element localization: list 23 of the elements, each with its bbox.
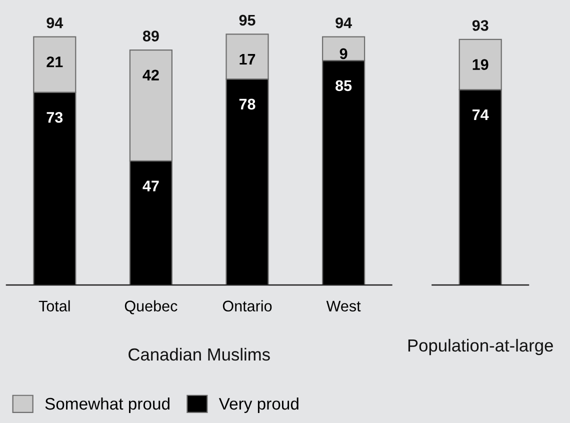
data-label: 73: [46, 112, 63, 123]
data-label: 47: [142, 180, 159, 192]
data-label: 42: [142, 70, 159, 80]
total-label: 93: [472, 20, 488, 31]
data-label: 74: [472, 109, 489, 120]
data-label: 21: [46, 56, 63, 68]
x-tick-label: Ontario: [222, 300, 272, 312]
x-axis-title: Population-at-large: [408, 338, 553, 356]
data-label: 17: [240, 54, 256, 65]
legend-label: Very proud: [218, 397, 298, 413]
x-tick-label: Quebec: [124, 300, 178, 314]
total-label: 89: [142, 30, 159, 42]
x-axis-title: Canadian Muslims: [128, 348, 270, 361]
legend-label: Somewhat proud: [45, 397, 170, 413]
x-tick-label: Total: [38, 300, 70, 312]
total-label: 94: [46, 17, 64, 28]
total-label: 95: [239, 14, 256, 26]
data-label: 9: [340, 48, 348, 60]
x-tick-label: West: [326, 300, 361, 312]
data-label: 85: [336, 80, 352, 92]
data-label: 78: [239, 98, 256, 110]
data-label: 19: [472, 59, 488, 70]
total-label: 94: [336, 17, 352, 28]
